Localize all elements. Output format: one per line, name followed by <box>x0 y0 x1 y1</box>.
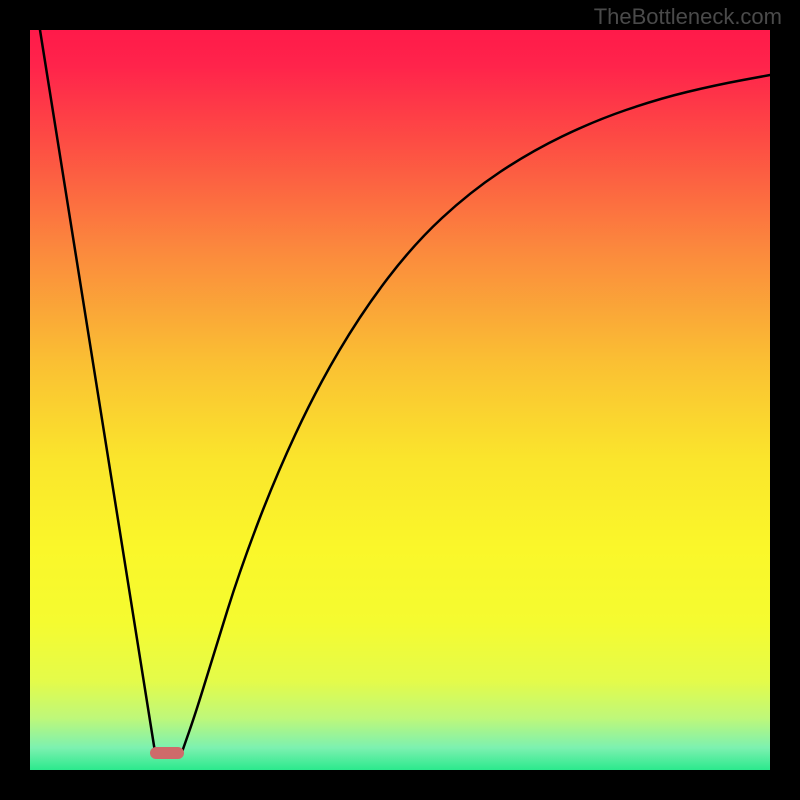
bottleneck-chart <box>0 0 800 800</box>
chart-container: TheBottleneck.com <box>0 0 800 800</box>
minimum-marker <box>150 747 184 759</box>
